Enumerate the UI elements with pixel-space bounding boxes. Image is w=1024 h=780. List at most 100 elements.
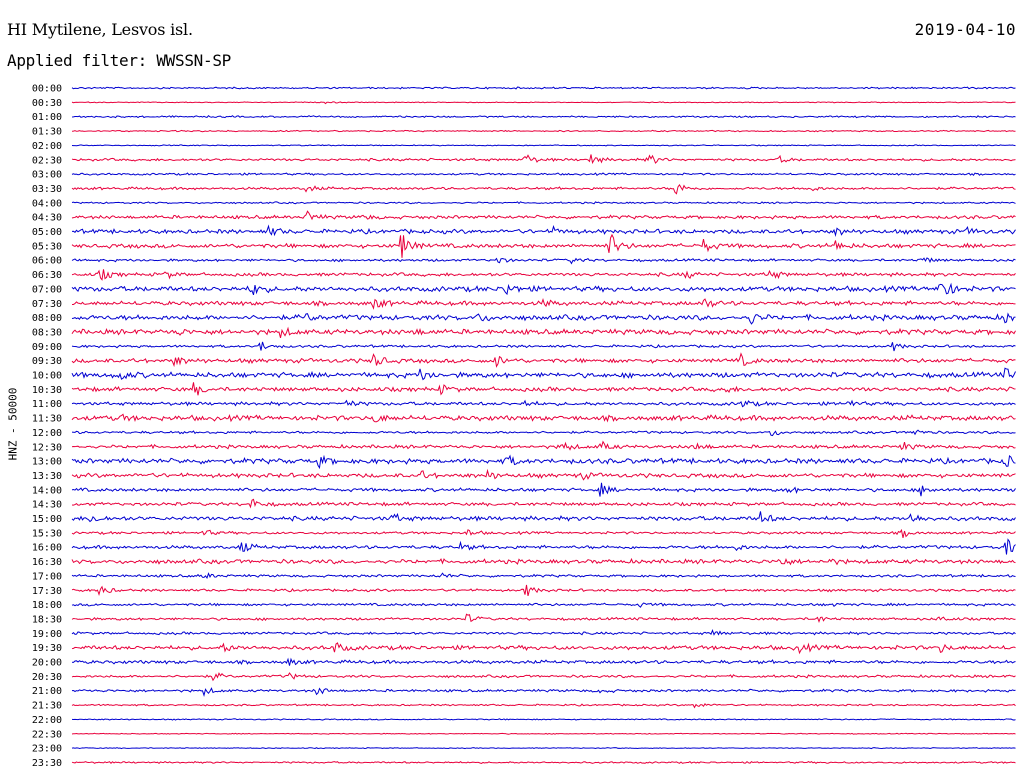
time-label: 17:30 [32, 586, 62, 597]
time-label: 00:00 [32, 84, 62, 95]
trace-line [71, 760, 1016, 765]
trace-line [71, 257, 1016, 265]
trace-line [71, 468, 1016, 481]
time-label: 11:30 [32, 414, 62, 425]
trace-line [71, 657, 1016, 666]
station-title: HI Mytilene, Lesvos isl. [7, 20, 193, 39]
trace-line [71, 144, 1016, 147]
time-label: 03:00 [32, 170, 62, 181]
time-label: 06:00 [32, 256, 62, 267]
trace-line [71, 86, 1016, 90]
time-label: 09:00 [32, 342, 62, 353]
time-label: 10:30 [32, 385, 62, 396]
trace-line [71, 210, 1016, 221]
trace-line [71, 557, 1016, 566]
trace-line [71, 154, 1016, 165]
trace-line [71, 498, 1016, 509]
time-label: 04:00 [32, 198, 62, 209]
time-label: 12:00 [32, 428, 62, 439]
time-label: 15:30 [32, 528, 62, 539]
trace-line [71, 538, 1016, 555]
time-label: 21:30 [32, 701, 62, 712]
time-label: 07:30 [32, 299, 62, 310]
trace-line [71, 703, 1016, 709]
trace-line [71, 298, 1016, 310]
trace-line [71, 528, 1016, 539]
trace-line [71, 352, 1016, 368]
time-label: 15:00 [32, 514, 62, 525]
time-label: 14:30 [32, 500, 62, 511]
time-label: 03:30 [32, 184, 62, 195]
time-label: 19:30 [32, 643, 62, 654]
time-label: 17:00 [32, 571, 62, 582]
time-label: 13:30 [32, 471, 62, 482]
time-label: 20:30 [32, 672, 62, 683]
time-label: 20:00 [32, 658, 62, 669]
trace-line [71, 367, 1016, 381]
trace-line [71, 429, 1016, 437]
time-label: 13:00 [32, 457, 62, 468]
time-label: 07:00 [32, 284, 62, 295]
time-label: 09:30 [32, 356, 62, 367]
trace-line [71, 172, 1016, 177]
time-label: 08:30 [32, 327, 62, 338]
time-label: 01:00 [32, 112, 62, 123]
time-label: 05:30 [32, 241, 62, 252]
trace-line [71, 628, 1016, 636]
trace-line [71, 572, 1016, 579]
trace-line [71, 413, 1016, 423]
trace-line [71, 602, 1016, 608]
time-label: 23:30 [32, 758, 62, 769]
time-label: 23:00 [32, 744, 62, 755]
trace-line [71, 613, 1016, 624]
trace-line [71, 440, 1016, 451]
filter-label: Applied filter: WWSSN-SP [7, 51, 231, 70]
trace-line [71, 312, 1016, 325]
time-label: 10:00 [32, 371, 62, 382]
time-label: 21:00 [32, 686, 62, 697]
time-label: 00:30 [32, 98, 62, 109]
trace-line [71, 282, 1016, 296]
trace-line [71, 341, 1016, 352]
trace-line [71, 642, 1016, 655]
trace-line [71, 201, 1016, 205]
trace-line [71, 718, 1016, 721]
time-label: 19:00 [32, 629, 62, 640]
trace-line [71, 454, 1016, 470]
time-label: 11:00 [32, 399, 62, 410]
time-label: 02:00 [32, 141, 62, 152]
trace-line [71, 732, 1016, 735]
trace-line [71, 115, 1016, 119]
time-label: 05:00 [32, 227, 62, 238]
trace-line [71, 672, 1016, 682]
time-label: 04:30 [32, 213, 62, 224]
time-label: 22:00 [32, 715, 62, 726]
time-label: 16:00 [32, 543, 62, 554]
time-label: 16:30 [32, 557, 62, 568]
time-label: 02:30 [32, 155, 62, 166]
time-label: 12:30 [32, 442, 62, 453]
trace-line [71, 326, 1016, 338]
trace-line [71, 233, 1016, 258]
trace-line [71, 482, 1016, 497]
trace-line [71, 129, 1016, 133]
time-label: 18:00 [32, 600, 62, 611]
trace-line [71, 584, 1016, 597]
trace-line [71, 399, 1016, 408]
trace-line [71, 101, 1016, 105]
trace-line [71, 511, 1016, 523]
trace-line [71, 382, 1016, 396]
trace-line [71, 687, 1016, 698]
trace-line [71, 269, 1016, 281]
time-label: 14:00 [32, 485, 62, 496]
time-label: 06:30 [32, 270, 62, 281]
trace-line [71, 184, 1016, 195]
trace-line [71, 224, 1016, 237]
time-label: 22:30 [32, 729, 62, 740]
trace-line [71, 747, 1016, 750]
record-date: 2019-04-10 [914, 20, 1016, 39]
time-label: 18:30 [32, 614, 62, 625]
time-label: 01:30 [32, 127, 62, 138]
time-label: 08:00 [32, 313, 62, 324]
